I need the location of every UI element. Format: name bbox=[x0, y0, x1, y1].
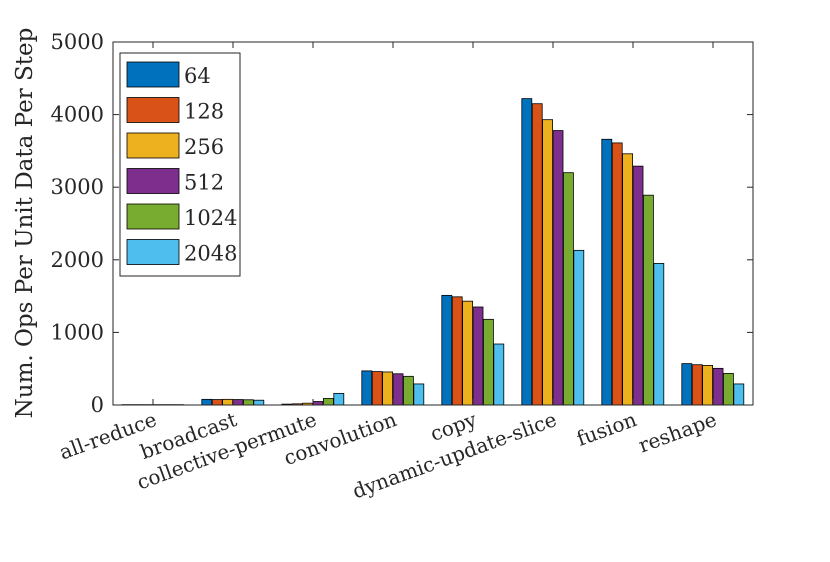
bar-512-collective-permute bbox=[312, 401, 324, 406]
y-tick-label: 5000 bbox=[51, 30, 104, 54]
bar-256-fusion bbox=[622, 153, 633, 406]
bar-256-reshape bbox=[702, 365, 713, 406]
bar-512-fusion bbox=[632, 165, 644, 406]
legend-swatch-2048 bbox=[126, 239, 180, 265]
legend-label-2048: 2048 bbox=[184, 242, 237, 266]
bar-64-broadcast bbox=[201, 398, 213, 406]
legend-label-256: 256 bbox=[184, 135, 224, 159]
y-tick-label: 4000 bbox=[51, 103, 104, 127]
bar-256-copy bbox=[462, 300, 474, 406]
bar-128-dynamic-update-slice bbox=[531, 103, 543, 406]
bar-2048-convolution bbox=[413, 383, 425, 406]
x-tick-label: reshape bbox=[635, 407, 719, 457]
bar-2048-copy bbox=[493, 343, 505, 406]
bar-64-fusion bbox=[601, 138, 613, 406]
bar-2048-fusion bbox=[653, 263, 665, 406]
legend-swatch-1024 bbox=[126, 203, 180, 230]
y-tick-label: 1000 bbox=[51, 320, 104, 344]
bar-128-reshape bbox=[691, 364, 703, 406]
bars-group bbox=[121, 98, 745, 406]
bar-2048-broadcast bbox=[253, 399, 265, 406]
y-axis-label: Num. Ops Per Unit Data Per Step bbox=[12, 28, 38, 419]
bar-128-fusion bbox=[611, 142, 623, 406]
bar-64-reshape bbox=[681, 363, 693, 406]
bar-1024-reshape bbox=[723, 373, 734, 406]
bar-256-broadcast bbox=[222, 398, 234, 406]
y-tick-label: 2000 bbox=[51, 248, 104, 272]
legend: 64 128 256 512 1024 2048 bbox=[119, 52, 241, 277]
bar-512-dynamic-update-slice bbox=[552, 130, 564, 406]
axes-group: 010002000300040005000all-reducebroadcast… bbox=[51, 30, 754, 503]
bar-1024-convolution bbox=[402, 375, 414, 406]
bar-512-broadcast bbox=[232, 399, 244, 406]
bar-64-convolution bbox=[361, 370, 373, 406]
bar-128-broadcast bbox=[211, 399, 223, 406]
y-tick-label: 0 bbox=[91, 393, 104, 417]
bar-2048-reshape bbox=[733, 383, 745, 406]
legend-swatch-256 bbox=[126, 132, 180, 159]
bar-512-reshape bbox=[712, 367, 724, 406]
bar-64-copy bbox=[441, 294, 453, 406]
legend-label-128: 128 bbox=[184, 100, 224, 124]
bar-256-convolution bbox=[382, 371, 394, 406]
legend-label-64: 64 bbox=[184, 64, 211, 88]
x-tick-label: fusion bbox=[573, 407, 639, 451]
bar-1024-broadcast bbox=[242, 399, 254, 406]
bar-64-dynamic-update-slice bbox=[521, 98, 533, 406]
legend-label-1024: 1024 bbox=[184, 206, 237, 230]
bar-1024-copy bbox=[482, 318, 494, 406]
plot-area-frame bbox=[112, 41, 754, 406]
bar-1024-fusion bbox=[643, 194, 654, 406]
bar-256-dynamic-update-slice bbox=[542, 119, 553, 406]
bar-1024-dynamic-update-slice bbox=[563, 172, 574, 406]
bar-128-copy bbox=[451, 296, 463, 406]
bar-2048-collective-permute bbox=[333, 392, 345, 406]
bar-1024-collective-permute bbox=[322, 398, 334, 406]
bar-128-convolution bbox=[371, 371, 383, 406]
bar-512-convolution bbox=[392, 373, 404, 406]
legend-box bbox=[119, 52, 241, 277]
legend-swatch-512 bbox=[126, 168, 180, 194]
legend-label-512: 512 bbox=[184, 171, 224, 195]
bar-512-copy bbox=[472, 306, 484, 406]
legend-swatch-64 bbox=[126, 61, 180, 88]
y-tick-label: 3000 bbox=[51, 175, 104, 199]
bar-2048-dynamic-update-slice bbox=[573, 249, 585, 406]
legend-swatch-128 bbox=[126, 97, 180, 123]
